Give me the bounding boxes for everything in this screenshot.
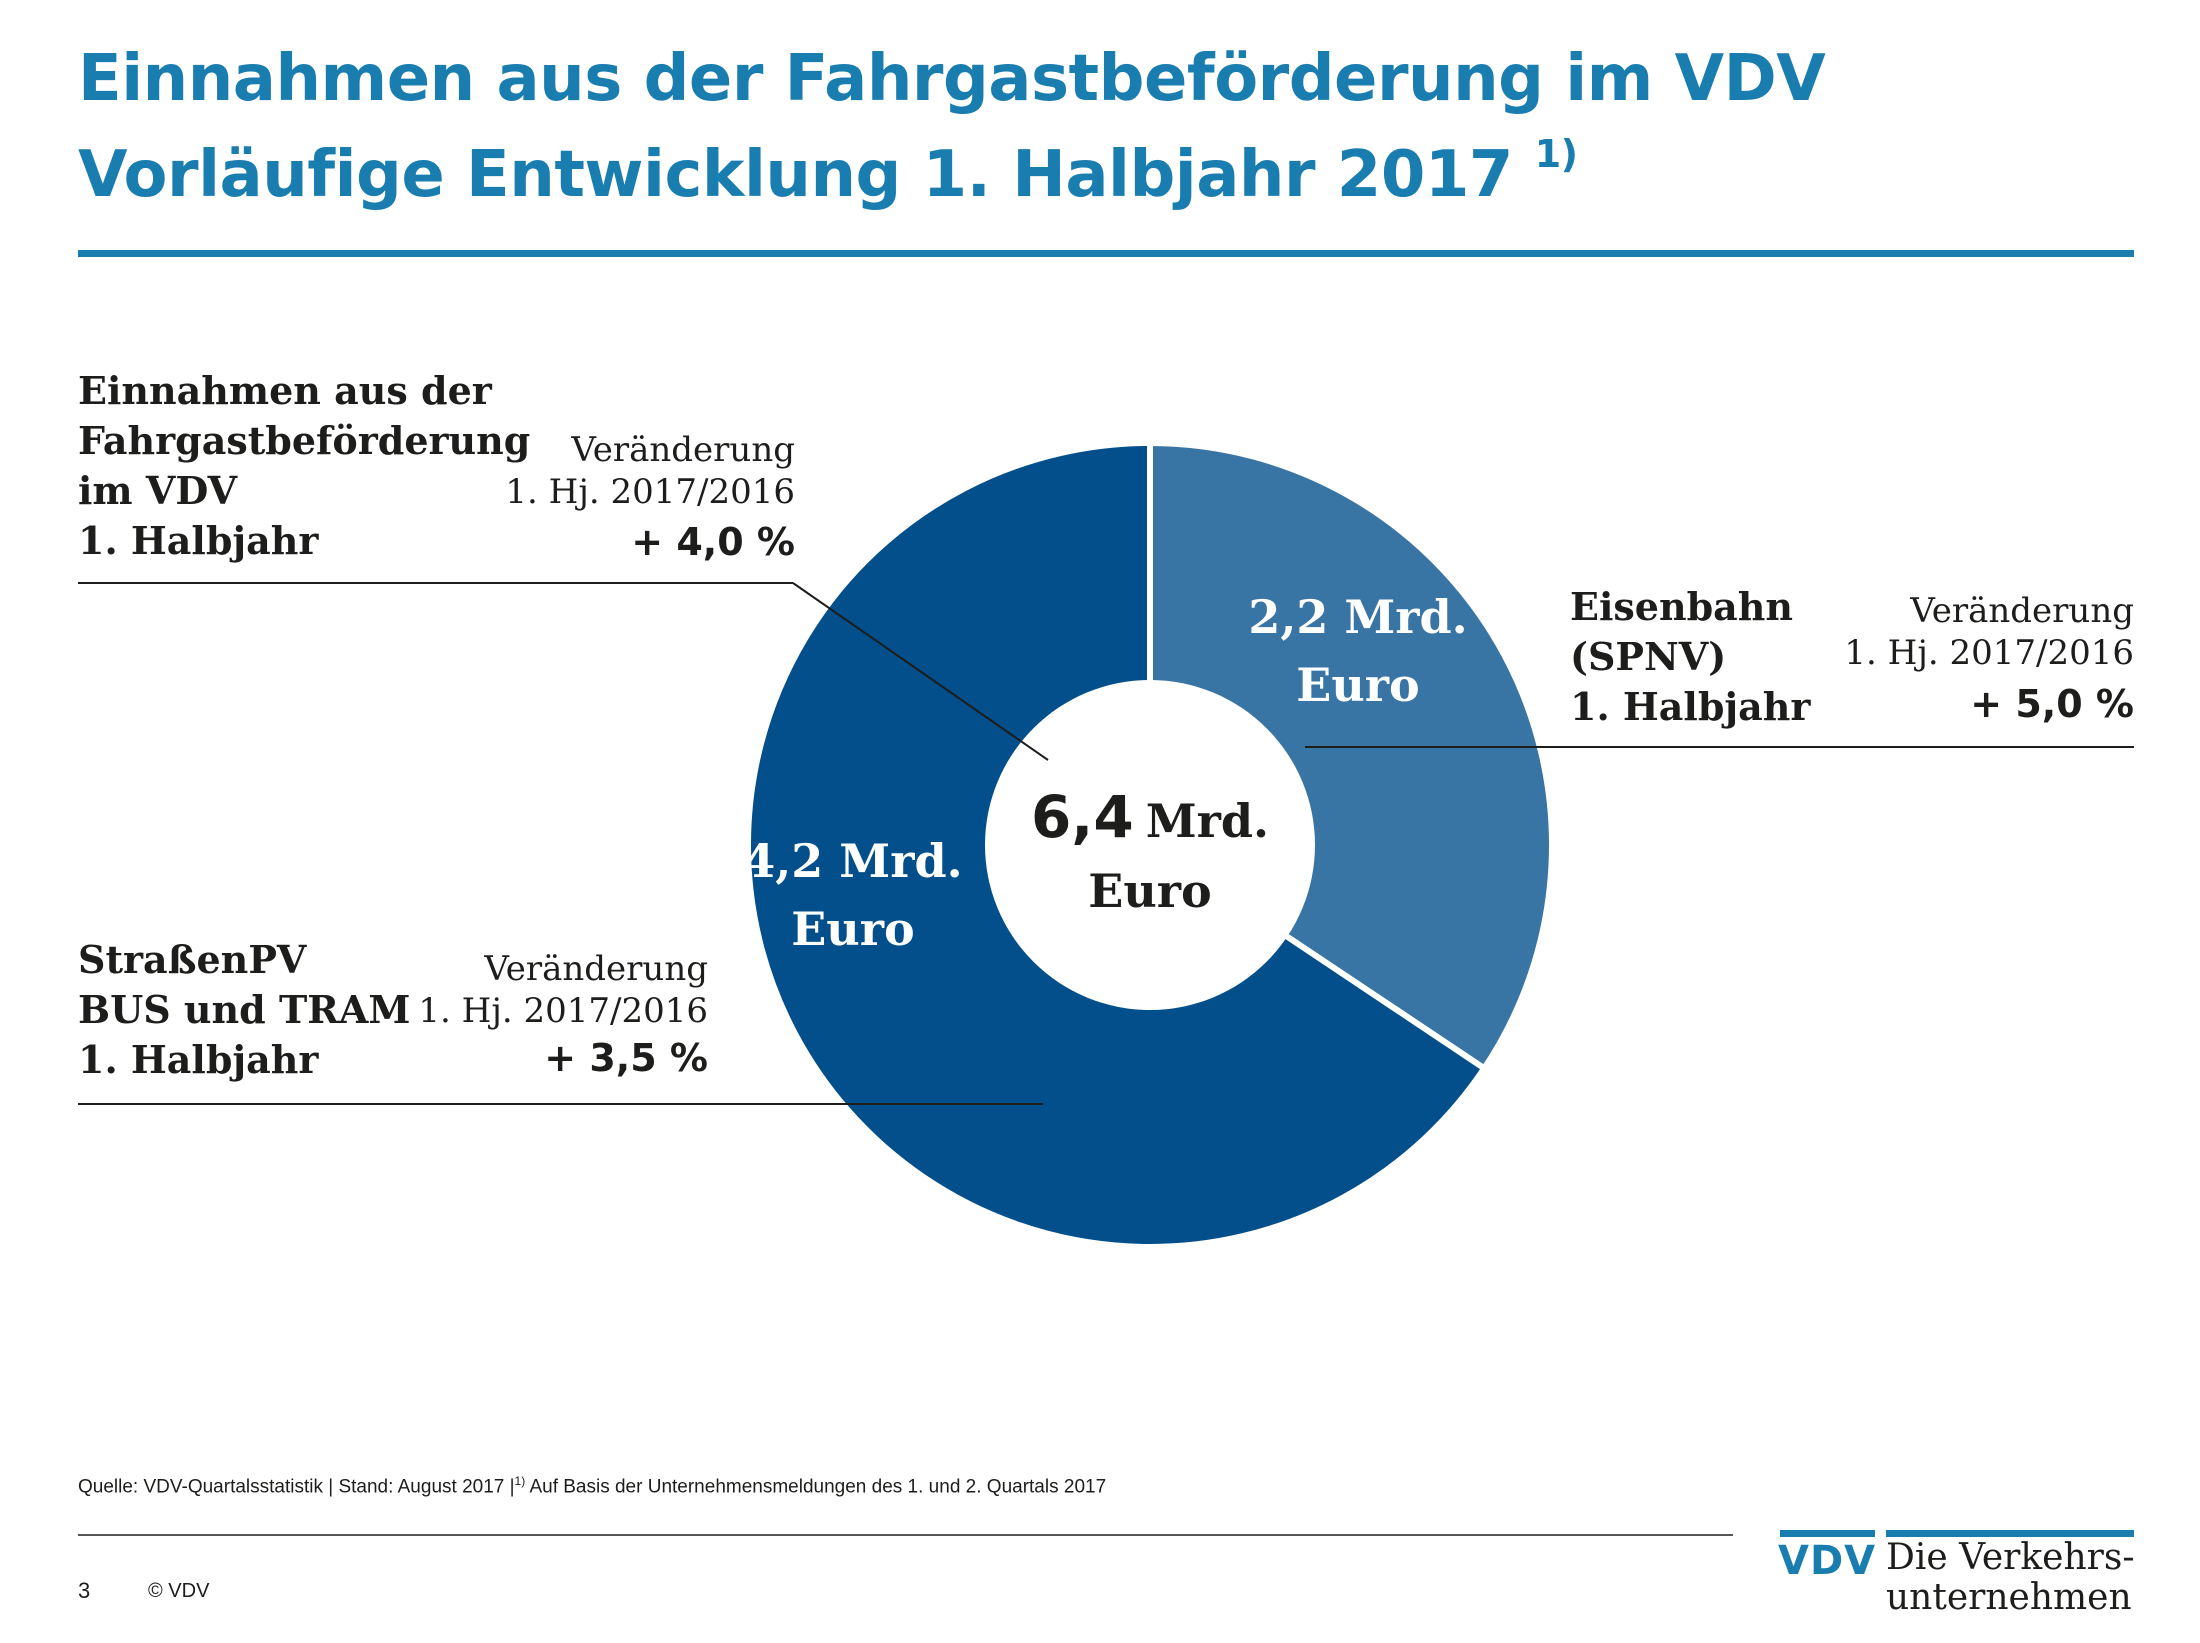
total-unit-euro: Euro	[1088, 864, 1211, 918]
slice-label-road-unit: Euro	[791, 902, 914, 956]
vdv-logo: VDV	[1778, 1538, 1877, 1584]
change-label-line: 1. Hj. 2017/2016	[1844, 633, 2134, 673]
callout-road-heading-line: BUS und TRAM	[78, 987, 411, 1032]
change-label-line: Veränderung	[1910, 591, 2134, 631]
page-title: Einnahmen aus der Fahrgastbeförderung im…	[78, 42, 1826, 116]
total-unit-mrd: Mrd.	[1146, 794, 1269, 848]
callout-rail-rule	[1305, 746, 2134, 748]
callout-road-change-label: Veränderung 1. Hj. 2017/2016	[418, 948, 708, 1032]
page-number: 3	[78, 1578, 91, 1603]
slice-label-road-value: 4,2 Mrd.	[743, 834, 962, 888]
page-subtitle: Vorläufige Entwicklung 1. Halbjahr 2017 …	[78, 132, 1578, 212]
logo-bar-left	[1780, 1530, 1875, 1537]
footer-rule	[78, 1534, 1733, 1536]
total-value: 6,4 Mrd.	[1031, 783, 1269, 851]
callout-road-heading: StraßenPV BUS und TRAM 1. Halbjahr	[78, 935, 410, 1085]
callout-road-rule	[78, 1103, 1043, 1105]
callout-road-heading-line: StraßenPV	[78, 937, 307, 982]
leader-line-total	[792, 582, 1049, 761]
callout-total-change-value: + 4,0 %	[631, 520, 795, 564]
copyright: © VDV	[148, 1580, 210, 1602]
source-footnote-marker: 1)	[514, 1474, 526, 1488]
callout-rail-heading-line: Eisenbahn	[1570, 584, 1794, 629]
callout-rail-change-value: + 5,0 %	[1970, 682, 2134, 726]
callout-total-heading-line: im VDV	[78, 468, 238, 513]
callout-rail-heading: Eisenbahn (SPNV) 1. Halbjahr	[1570, 582, 1810, 732]
donut-hole	[985, 680, 1315, 1010]
slice-label-rail-value: 2,2 Mrd.	[1248, 590, 1467, 644]
source-text: Quelle: VDV-Quartalsstatistik | Stand: A…	[78, 1476, 515, 1498]
change-label-line: Veränderung	[571, 430, 795, 470]
callout-total-change-label: Veränderung 1. Hj. 2017/2016	[505, 429, 795, 513]
change-label-line: 1. Hj. 2017/2016	[505, 472, 795, 512]
subtitle-text: Vorläufige Entwicklung 1. Halbjahr 2017	[78, 138, 1513, 212]
callout-road-change-value: + 3,5 %	[544, 1036, 708, 1080]
callout-road-heading-line: 1. Halbjahr	[78, 1037, 319, 1082]
vdv-logo-text: Die Verkehrs- unternehmen	[1886, 1538, 2134, 1618]
logo-bar-right	[1886, 1530, 2134, 1537]
callout-rail-heading-line: 1. Halbjahr	[1570, 684, 1811, 729]
callout-rail-change-label: Veränderung 1. Hj. 2017/2016	[1844, 590, 2134, 674]
change-label-line: Veränderung	[484, 949, 708, 989]
callout-total-heading: Einnahmen aus der Fahrgastbeförderung im…	[78, 366, 530, 566]
change-label-line: 1. Hj. 2017/2016	[418, 991, 708, 1031]
subtitle-footnote-marker: 1)	[1534, 132, 1578, 176]
slice-label-rail-unit: Euro	[1296, 658, 1419, 712]
callout-rail-heading-line: (SPNV)	[1570, 634, 1727, 679]
logo-text-line: unternehmen	[1886, 1577, 2132, 1618]
callout-total-heading-line: 1. Halbjahr	[78, 518, 319, 563]
callout-total-rule	[78, 582, 793, 584]
source-note: Quelle: VDV-Quartalsstatistik | Stand: A…	[78, 1474, 1106, 1498]
title-rule	[78, 250, 2134, 257]
callout-total-heading-line: Einnahmen aus der	[78, 368, 492, 413]
total-number: 6,4	[1031, 783, 1134, 851]
logo-text-line: Die Verkehrs-	[1886, 1537, 2135, 1578]
callout-total-heading-line: Fahrgastbeförderung	[78, 418, 531, 463]
source-text-post: Auf Basis der Unternehmensmeldungen des …	[525, 1476, 1107, 1498]
